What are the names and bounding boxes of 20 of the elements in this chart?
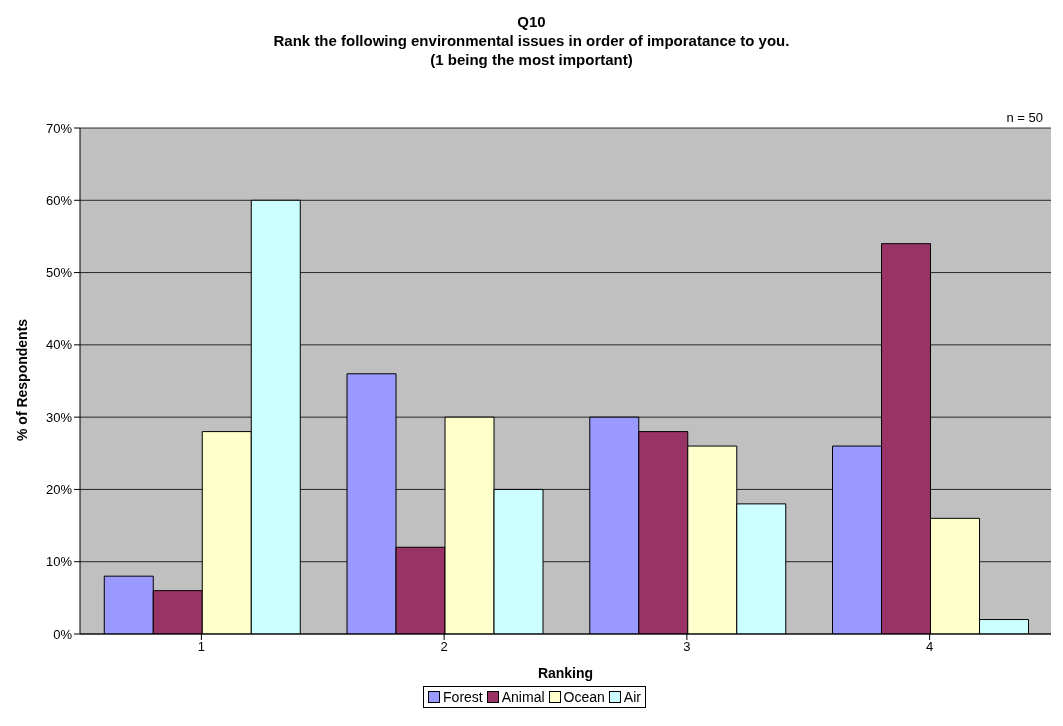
y-tick-label: 40% (45, 337, 73, 353)
legend-label: Animal (501, 689, 545, 705)
y-tick-label: 0% (53, 626, 73, 642)
chart-title: Q10 Rank the following environmental issues in order of imporatance to you. (1 being the most important) (272, 12, 791, 69)
x-tick-label: 1 (197, 639, 205, 655)
y-tick-label: 30% (45, 409, 73, 425)
y-tick-label: 70% (45, 120, 73, 136)
y-tick-label: 50% (45, 265, 73, 281)
x-axis-title: Ranking (537, 665, 594, 681)
y-axis-title: % of Respondents (13, 318, 30, 441)
legend-label: Air (623, 689, 641, 705)
legend-label: Ocean (563, 689, 605, 705)
x-tick-label: 3 (683, 639, 691, 655)
text: n = 50 (1006, 110, 1043, 125)
y-tick-label: 10% (45, 554, 73, 570)
legend-label: Forest (443, 689, 483, 705)
x-tick-label: 2 (440, 639, 448, 655)
y-tick-label: 20% (45, 482, 73, 498)
y-tick-label: 60% (45, 192, 73, 208)
x-tick-label: 4 (926, 639, 934, 655)
